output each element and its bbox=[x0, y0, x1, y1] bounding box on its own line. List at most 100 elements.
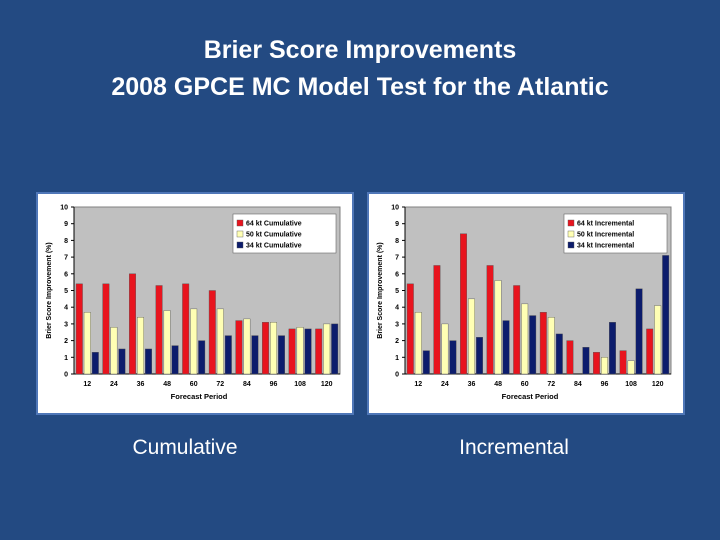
bar-64-kt-cumulative-120 bbox=[315, 328, 323, 375]
x-tick-label: 12 bbox=[83, 381, 91, 388]
y-tick-label: 2 bbox=[64, 338, 68, 345]
y-tick-label: 2 bbox=[395, 338, 399, 345]
bar-50-kt-incremental-60 bbox=[521, 303, 529, 375]
x-axis-label: Forecast Period bbox=[502, 392, 559, 401]
bar-50-kt-incremental-48 bbox=[494, 280, 502, 375]
bar-34-kt-incremental-96 bbox=[609, 322, 616, 375]
bar-50-kt-incremental-36 bbox=[468, 298, 475, 375]
slide-title-line-1: Brier Score Improvements bbox=[203, 36, 517, 64]
bar-50-kt-cumulative-36 bbox=[137, 317, 144, 375]
x-tick-label: 120 bbox=[652, 381, 664, 388]
y-tick-label: 0 bbox=[64, 372, 68, 379]
y-tick-label: 6 bbox=[395, 271, 399, 278]
legend-swatch bbox=[567, 219, 575, 227]
bar-50-kt-incremental-24 bbox=[441, 323, 449, 375]
y-axis-label: Brier Score Improvement (%) bbox=[377, 242, 384, 338]
bar-34-kt-incremental-72 bbox=[555, 333, 563, 375]
y-tick-label: 0 bbox=[395, 372, 399, 379]
bar-34-kt-cumulative-12 bbox=[91, 352, 99, 375]
y-tick-label: 4 bbox=[64, 305, 68, 312]
legend-swatch bbox=[236, 241, 244, 249]
bar-34-kt-cumulative-120 bbox=[331, 323, 339, 375]
bar-50-kt-cumulative-12 bbox=[83, 312, 91, 375]
bar-34-kt-cumulative-84 bbox=[251, 335, 259, 375]
bar-64-kt-incremental-60 bbox=[513, 285, 521, 375]
bar-50-kt-incremental-96 bbox=[601, 357, 608, 375]
bar-34-kt-incremental-24 bbox=[449, 340, 457, 375]
legend-swatch bbox=[236, 219, 244, 227]
incremental-chart-panel: 0 1 2 3 4 5 6 7 8 9 10 12 24 36 48 60 72 84 96 108 120 Foreca… bbox=[367, 192, 685, 415]
bar-50-kt-incremental-108 bbox=[627, 360, 635, 375]
x-tick-label: 36 bbox=[137, 381, 145, 388]
bar-34-kt-incremental-84 bbox=[582, 347, 590, 375]
bar-64-kt-cumulative-48 bbox=[155, 285, 163, 375]
bar-34-kt-cumulative-24 bbox=[118, 348, 126, 375]
y-tick-label: 8 bbox=[64, 238, 68, 245]
bar-64-kt-incremental-120 bbox=[646, 328, 654, 375]
bar-64-kt-cumulative-36 bbox=[129, 273, 136, 375]
bar-34-kt-incremental-60 bbox=[529, 315, 537, 375]
bar-64-kt-cumulative-96 bbox=[262, 322, 269, 375]
x-axis-label: Forecast Period bbox=[171, 392, 228, 401]
cumulative-chart-panel: 0 1 2 3 4 5 6 7 8 9 10 12 24 36 48 60 72 84 96 108 120 Foreca… bbox=[36, 192, 354, 415]
y-tick-label: 1 bbox=[64, 355, 68, 362]
bar-50-kt-cumulative-24 bbox=[110, 327, 118, 375]
legend-label: 64 kt Cumulative bbox=[246, 221, 302, 228]
y-tick-label: 5 bbox=[64, 288, 68, 295]
bar-34-kt-incremental-36 bbox=[476, 337, 483, 375]
bar-50-kt-cumulative-60 bbox=[190, 308, 198, 375]
y-tick-label: 3 bbox=[395, 321, 399, 328]
bar-64-kt-incremental-24 bbox=[433, 265, 441, 375]
x-tick-label: 108 bbox=[294, 381, 306, 388]
x-tick-label: 12 bbox=[414, 381, 422, 388]
bar-64-kt-incremental-48 bbox=[486, 265, 494, 375]
bar-50-kt-cumulative-48 bbox=[163, 310, 171, 375]
legend-label: 50 kt Cumulative bbox=[246, 232, 302, 239]
bar-34-kt-incremental-120 bbox=[662, 255, 670, 375]
bar-64-kt-cumulative-24 bbox=[102, 283, 110, 375]
bar-34-kt-incremental-108 bbox=[635, 288, 643, 375]
x-tick-label: 108 bbox=[625, 381, 637, 388]
bar-64-kt-incremental-96 bbox=[593, 352, 600, 375]
bar-64-kt-incremental-108 bbox=[619, 350, 627, 375]
bar-64-kt-incremental-12 bbox=[406, 283, 414, 375]
x-tick-label: 96 bbox=[601, 381, 609, 388]
x-tick-label: 84 bbox=[243, 381, 251, 388]
cumulative-caption: Cumulative bbox=[132, 436, 238, 459]
legend-swatch bbox=[567, 241, 575, 249]
y-tick-label: 10 bbox=[391, 205, 399, 212]
bar-34-kt-cumulative-60 bbox=[198, 340, 206, 375]
bar-34-kt-incremental-12 bbox=[422, 350, 430, 375]
y-tick-label: 5 bbox=[395, 288, 399, 295]
legend-swatch bbox=[236, 230, 244, 238]
x-tick-label: 48 bbox=[494, 381, 502, 388]
bar-64-kt-incremental-36 bbox=[460, 233, 467, 375]
legend-label: 64 kt Incremental bbox=[577, 221, 634, 228]
bar-50-kt-cumulative-96 bbox=[270, 322, 277, 375]
bar-64-kt-cumulative-60 bbox=[182, 283, 190, 375]
x-tick-label: 60 bbox=[190, 381, 198, 388]
slide-title-line-2: 2008 GPCE MC Model Test for the Atlantic bbox=[111, 73, 609, 101]
legend-label: 34 kt Cumulative bbox=[246, 243, 302, 250]
bar-34-kt-cumulative-96 bbox=[278, 335, 285, 375]
y-tick-label: 7 bbox=[64, 255, 68, 262]
legend-label: 50 kt Incremental bbox=[577, 232, 634, 239]
bar-50-kt-cumulative-72 bbox=[216, 308, 224, 375]
y-tick-label: 7 bbox=[395, 255, 399, 262]
bar-34-kt-incremental-48 bbox=[502, 320, 510, 375]
bar-34-kt-cumulative-108 bbox=[304, 328, 312, 375]
bar-64-kt-incremental-84 bbox=[566, 340, 574, 375]
bar-50-kt-cumulative-84 bbox=[243, 318, 251, 375]
y-tick-label: 4 bbox=[395, 305, 399, 312]
y-tick-label: 9 bbox=[395, 221, 399, 228]
legend-box bbox=[232, 213, 337, 254]
y-tick-label: 6 bbox=[64, 271, 68, 278]
legend-box bbox=[563, 213, 668, 254]
x-tick-label: 60 bbox=[521, 381, 529, 388]
y-tick-label: 3 bbox=[64, 321, 68, 328]
bar-34-kt-cumulative-36 bbox=[145, 348, 152, 375]
bar-50-kt-incremental-120 bbox=[654, 305, 662, 375]
bar-34-kt-cumulative-48 bbox=[171, 345, 179, 375]
bar-64-kt-cumulative-84 bbox=[235, 320, 243, 375]
